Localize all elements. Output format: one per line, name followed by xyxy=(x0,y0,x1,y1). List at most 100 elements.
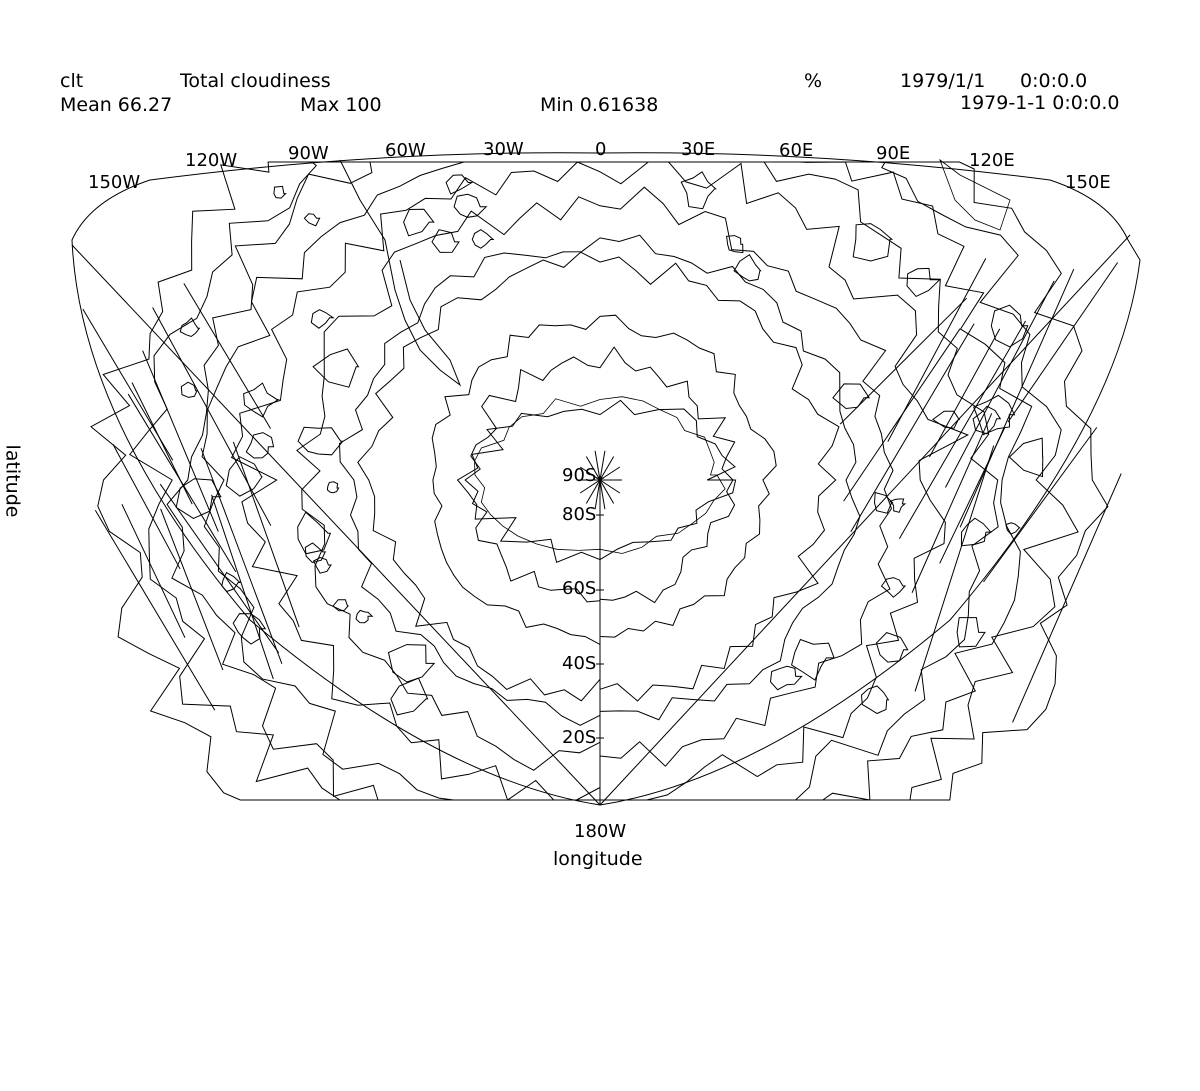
coastline xyxy=(339,158,1011,554)
pole-convergence-line xyxy=(599,450,606,481)
contour-cell xyxy=(326,481,340,494)
contour-cell xyxy=(471,229,495,249)
edge-streak xyxy=(200,448,283,665)
map-boundary xyxy=(71,152,1141,806)
edge-streak xyxy=(232,441,300,628)
contour-cell xyxy=(880,577,907,598)
contour-line xyxy=(296,186,894,771)
edge-streak xyxy=(887,258,987,442)
pole-convergence-line xyxy=(594,479,601,510)
contour-line xyxy=(431,314,777,645)
edge-streak xyxy=(959,268,1075,528)
edge-streak xyxy=(142,350,219,532)
lon-label-60w: 60W xyxy=(385,140,426,161)
contour-cell xyxy=(273,185,287,199)
edge-streak xyxy=(945,280,1055,488)
lat-label-60s: 60S xyxy=(562,578,597,599)
pole-convergence-line xyxy=(585,456,601,481)
edge-streak xyxy=(159,483,280,654)
contour-line xyxy=(338,234,861,726)
pole-convergence-line xyxy=(599,456,615,481)
lon-label-90e: 90E xyxy=(876,143,911,164)
contour-cell xyxy=(303,213,321,227)
contour-cell xyxy=(791,638,835,681)
lat-label-40s: 40S xyxy=(562,653,597,674)
polar-cap-contour xyxy=(456,399,737,563)
contour-cell xyxy=(180,381,198,398)
contour-line xyxy=(464,346,736,604)
lon-label-180w: 180W xyxy=(574,821,627,842)
contour-cell xyxy=(906,267,941,298)
contour-cell xyxy=(387,644,436,683)
australia-coast xyxy=(939,158,1011,231)
contour-cell xyxy=(973,394,1016,436)
contour-cell xyxy=(932,410,961,429)
date-label: 1979/1/1 xyxy=(900,70,986,92)
lon-label-0: 0 xyxy=(595,139,607,160)
contour-cell xyxy=(245,432,275,459)
edge-streak xyxy=(850,323,975,533)
contour-line xyxy=(357,251,840,702)
contour-cell xyxy=(726,235,744,254)
pole-convergence-line xyxy=(599,479,615,504)
edge-streak xyxy=(112,443,181,570)
edge-streak xyxy=(911,413,993,593)
pole-convergence-line xyxy=(585,479,601,504)
contour-cell xyxy=(390,677,429,716)
contour-cell xyxy=(312,348,360,388)
min-stat: Min 0.61638 xyxy=(540,94,659,116)
edge-line-right xyxy=(599,234,1131,806)
edge-streak xyxy=(94,509,216,711)
edge-streak xyxy=(1007,262,1119,423)
contour-cell xyxy=(990,304,1029,348)
variable-long-name: Total cloudiness xyxy=(180,70,331,92)
edge-streak xyxy=(183,283,272,429)
contour-line xyxy=(129,161,1079,801)
contour-cell xyxy=(175,478,222,519)
units-label: % xyxy=(804,70,823,92)
timestamp-label: 1979-1-1 0:0:0.0 xyxy=(960,92,1120,114)
contour-cell xyxy=(179,317,201,338)
antarctica-coast xyxy=(474,396,726,554)
contour-cell xyxy=(445,174,474,195)
contour-cell xyxy=(873,491,894,514)
contour-cell xyxy=(431,229,460,253)
contour-cell xyxy=(310,309,335,329)
contour-cell xyxy=(355,609,374,624)
contour-cell xyxy=(733,253,762,282)
lon-label-150e: 150E xyxy=(1065,172,1111,193)
contour-cell xyxy=(832,383,871,410)
edge-streak xyxy=(82,308,174,461)
map-frame xyxy=(71,152,1141,806)
contour-line xyxy=(90,161,1109,801)
y-axis-label: latitude xyxy=(1,444,24,518)
contour-cell xyxy=(403,208,435,237)
contour-line xyxy=(230,161,969,801)
lat-label-90s: 90S xyxy=(562,465,597,486)
variable-name: clt xyxy=(60,70,84,92)
contour-cell xyxy=(312,556,332,574)
contour-cell xyxy=(956,617,986,648)
lon-label-60e: 60E xyxy=(779,140,814,161)
edge-streak xyxy=(152,307,272,526)
contour-cell xyxy=(960,517,992,547)
mean-stat: Mean 66.27 xyxy=(60,94,173,116)
contour-cell xyxy=(769,665,803,691)
contour-cell xyxy=(1008,437,1044,478)
contour-cell xyxy=(232,613,267,645)
lon-label-30w: 30W xyxy=(483,139,524,160)
contour-cell xyxy=(297,511,332,555)
x-axis-label: longitude xyxy=(553,848,643,870)
contour-cell xyxy=(243,382,281,418)
edge-streak xyxy=(131,382,193,505)
contour-cell xyxy=(860,685,890,715)
edge-streak xyxy=(160,508,224,671)
edge-streak xyxy=(929,328,1001,458)
contour-cell xyxy=(889,498,907,513)
lon-label-150w: 150W xyxy=(88,172,141,193)
edge-streak xyxy=(914,445,995,692)
edge-streak xyxy=(983,427,1098,583)
lon-label-120w: 120W xyxy=(185,150,238,171)
lat-label-20s: 20S xyxy=(562,727,597,748)
pole-convergence-line xyxy=(594,450,601,481)
